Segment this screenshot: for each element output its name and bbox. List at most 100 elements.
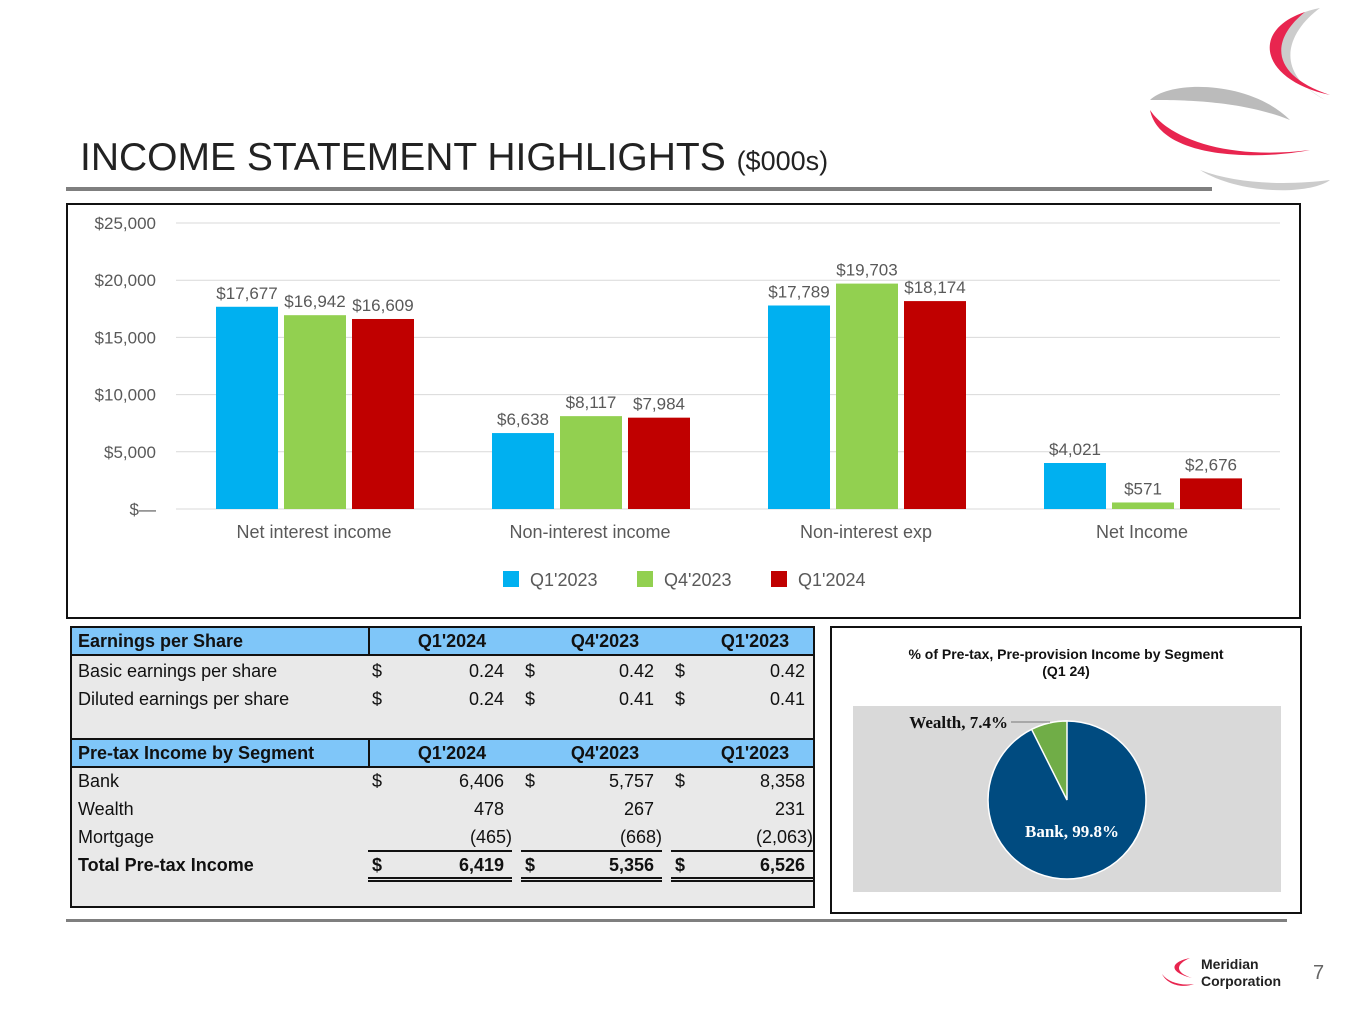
header-period: Q4'2023 bbox=[570, 743, 640, 763]
currency-symbol: $ bbox=[372, 771, 383, 791]
pie-chart-panel: % of Pre-tax, Pre-provision Income by Se… bbox=[830, 626, 1302, 914]
pie-chart: Wealth, 7.4% Bank, 99.8% bbox=[853, 706, 1281, 892]
row-value: 0.24 bbox=[468, 661, 504, 681]
header-period: Q1'2024 bbox=[417, 631, 487, 651]
row-value: 6,406 bbox=[458, 771, 504, 791]
bar bbox=[284, 315, 346, 509]
row-label: Bank bbox=[78, 771, 120, 791]
row-value: 231 bbox=[774, 799, 805, 819]
bar bbox=[492, 433, 554, 509]
currency-symbol: $ bbox=[675, 661, 686, 681]
row-value: 0.41 bbox=[618, 689, 654, 709]
x-category-label: Non-interest exp bbox=[800, 522, 932, 542]
x-category-label: Net interest income bbox=[236, 522, 391, 542]
data-label: $6,638 bbox=[497, 410, 549, 429]
row-value: 478 bbox=[473, 799, 504, 819]
bar bbox=[836, 283, 898, 509]
pie-slice-wealth bbox=[1030, 720, 1068, 801]
data-label: $16,942 bbox=[284, 292, 345, 311]
currency-symbol: $ bbox=[372, 661, 383, 681]
row-value: 0.42 bbox=[618, 661, 654, 681]
data-label: $4,021 bbox=[1049, 440, 1101, 459]
legend-label: Q4'2023 bbox=[664, 570, 732, 590]
total-top-rule bbox=[671, 850, 813, 852]
header-label: Pre-tax Income by Segment bbox=[78, 743, 315, 763]
bar bbox=[1112, 502, 1174, 509]
row-value: 0.24 bbox=[468, 689, 504, 709]
title-divider bbox=[66, 187, 1212, 191]
total-double-rule bbox=[671, 877, 813, 882]
data-label: $571 bbox=[1124, 479, 1162, 498]
row-value: 0.41 bbox=[769, 689, 805, 709]
legend-swatch bbox=[503, 571, 519, 587]
bar-chart: $— $5,000 $10,000 $15,000 $20,000 $25,000 Net … bbox=[95, 214, 1280, 590]
data-label: $2,676 bbox=[1185, 455, 1237, 474]
table-header-row: Earnings per Share Q1'2024 Q4'2023 Q1'2023 bbox=[72, 628, 813, 656]
data-label: $8,117 bbox=[566, 393, 617, 412]
header-divider bbox=[368, 740, 370, 766]
currency-symbol: $ bbox=[525, 771, 536, 791]
header-divider bbox=[368, 628, 370, 654]
row-value: 267 bbox=[623, 799, 654, 819]
company-name-1: Meridian bbox=[1201, 956, 1259, 972]
header-label: Earnings per Share bbox=[78, 631, 244, 651]
footer-company: Meridian Corporation bbox=[1201, 956, 1281, 990]
currency-symbol: $ bbox=[675, 771, 686, 791]
data-label: $16,609 bbox=[352, 296, 413, 315]
table-row: Bank $6,406 $5,757 $8,358 bbox=[72, 768, 813, 795]
row-value: (668) bbox=[619, 827, 662, 847]
legend-swatch bbox=[637, 571, 653, 587]
y-tick-label: $15,000 bbox=[95, 328, 156, 347]
title-unit: ($000s) bbox=[736, 146, 829, 176]
data-label: $19,703 bbox=[836, 261, 897, 280]
row-value: 0.42 bbox=[769, 661, 805, 681]
bar bbox=[560, 416, 622, 509]
total-top-rule bbox=[368, 850, 512, 852]
page-number: 7 bbox=[1313, 962, 1325, 984]
pie-subtitle: (Q1 24) bbox=[1042, 663, 1090, 679]
legend-label: Q1'2023 bbox=[530, 570, 598, 590]
row-value: (465) bbox=[469, 827, 512, 847]
header-period: Q4'2023 bbox=[570, 631, 640, 651]
row-value: 6,419 bbox=[458, 855, 504, 875]
header-period: Q1'2023 bbox=[720, 631, 790, 651]
table-row: Basic earnings per share $0.24 $0.42 $0.42 bbox=[72, 658, 813, 685]
table-row: Wealth 478 267 231 bbox=[72, 796, 813, 823]
bar bbox=[768, 305, 830, 509]
x-category-label: Net Income bbox=[1096, 522, 1188, 542]
y-tick-label: $5,000 bbox=[104, 443, 156, 462]
data-label: $7,984 bbox=[633, 395, 685, 414]
data-label: $17,789 bbox=[768, 282, 829, 301]
brand-swirl-logo bbox=[1150, 8, 1330, 191]
currency-symbol: $ bbox=[525, 661, 536, 681]
total-double-rule bbox=[368, 877, 512, 882]
y-tick-label: $— bbox=[130, 500, 156, 519]
total-top-rule bbox=[521, 850, 662, 852]
bar-chart-panel: $— $5,000 $10,000 $15,000 $20,000 $25,000 Net … bbox=[66, 203, 1301, 619]
row-value: 5,356 bbox=[608, 855, 654, 875]
row-label: Total Pre-tax Income bbox=[78, 855, 254, 875]
page-title: INCOME STATEMENT HIGHLIGHTS ($000s) bbox=[80, 136, 828, 180]
row-value: 8,358 bbox=[759, 771, 805, 791]
table-row: Diluted earnings per share $0.24 $0.41 $0.4… bbox=[72, 686, 813, 713]
pie-title-text: % of Pre-tax, Pre-provision Income by Se… bbox=[908, 646, 1224, 662]
bar bbox=[904, 301, 966, 509]
footer-divider bbox=[66, 919, 1287, 922]
bar bbox=[216, 306, 278, 509]
table-row: Total Pre-tax Income $6,419 $5,356 $6,526 bbox=[72, 850, 813, 882]
row-label: Diluted earnings per share bbox=[78, 689, 290, 709]
row-value: 5,757 bbox=[608, 771, 654, 791]
currency-symbol: $ bbox=[675, 689, 686, 709]
table-row: Mortgage (465) (668) (2,063) bbox=[72, 824, 813, 851]
header-period: Q1'2024 bbox=[417, 743, 487, 763]
bar bbox=[1180, 478, 1242, 509]
table-header-row: Pre-tax Income by Segment Q1'2024 Q4'2023 Q… bbox=[72, 738, 813, 768]
bar bbox=[628, 417, 690, 509]
title-text: INCOME STATEMENT HIGHLIGHTS bbox=[80, 136, 726, 179]
row-value: (2,063) bbox=[755, 827, 813, 847]
footer-logo-icon bbox=[1162, 958, 1194, 986]
header-period: Q1'2023 bbox=[720, 743, 790, 763]
financial-table: Earnings per Share Q1'2024 Q4'2023 Q1'2023 B… bbox=[70, 626, 815, 908]
y-tick-label: $10,000 bbox=[95, 386, 156, 405]
currency-symbol: $ bbox=[675, 855, 686, 875]
